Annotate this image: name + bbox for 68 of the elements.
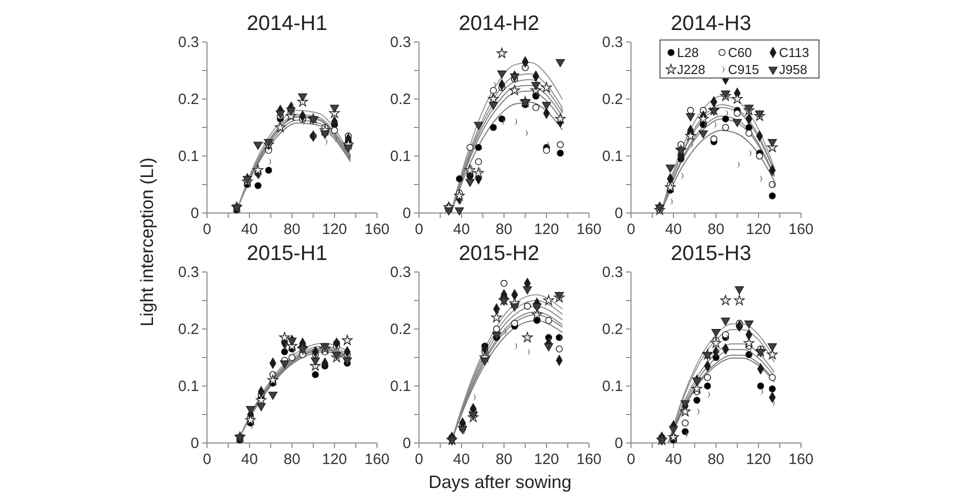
y-tick-label: 0.3 [602,264,623,281]
x-tick-label: 0 [626,221,636,238]
y-tick-label: 0.1 [390,148,411,165]
x-tick-label: 120 [746,451,772,468]
y-tick-label: 0 [190,435,199,452]
x-tick-label: 0 [202,451,212,468]
legend-label: J228 [677,62,706,77]
x-tick-label: 40 [453,451,470,468]
legend-label: C113 [779,45,810,60]
x-tick-label: 120 [534,221,560,238]
x-tick-label: 80 [284,221,300,238]
legend-label: C915 [728,62,760,77]
x-tick-label: 0 [414,221,424,238]
x-tick-label: 120 [746,221,772,238]
x-tick-label: 80 [496,221,512,238]
y-tick-label: 0.3 [390,264,411,281]
chart-title: 2014-H1 [246,12,328,35]
x-tick-label: 80 [496,451,512,468]
legend-label: C60 [728,45,752,60]
y-tick-label: 0.3 [178,264,199,281]
x-tick-label: 80 [708,451,724,468]
y-tick-label: 0 [614,435,623,452]
chart-title: 2014-H3 [670,12,752,35]
x-tick-label: 160 [788,221,814,238]
x-tick-label: 0 [202,221,212,238]
x-tick-label: 120 [322,451,348,468]
x-tick-label: 0 [626,451,636,468]
legend-label: L28 [677,45,699,60]
y-tick-label: 0.2 [602,321,623,338]
y-tick-label: 0 [190,205,199,222]
x-tick-label: 40 [241,451,258,468]
x-tick-label: 160 [364,451,390,468]
x-tick-label: 160 [788,451,814,468]
x-axis-title: Days after sowing [428,472,572,492]
chart-title: 2014-H2 [458,12,540,35]
y-tick-label: 0.1 [602,378,623,395]
y-tick-label: 0.1 [178,148,199,165]
y-tick-label: 0.2 [390,91,411,108]
y-tick-label: 0.2 [390,321,411,338]
y-tick-label: 0 [402,435,411,452]
y-tick-label: 0.1 [602,148,623,165]
x-tick-label: 40 [241,221,258,238]
y-tick-label: 0.3 [390,34,411,51]
chart-title: 2015-H3 [670,242,752,265]
x-tick-label: 40 [453,221,470,238]
y-tick-label: 0.2 [178,321,199,338]
x-tick-label: 160 [576,451,602,468]
x-tick-label: 120 [534,451,560,468]
y-axis-title: Light interception (LI) [137,157,157,327]
y-tick-label: 0.3 [602,34,623,51]
x-tick-label: 80 [708,221,724,238]
x-tick-label: 160 [576,221,602,238]
y-tick-label: 0 [614,205,623,222]
x-tick-label: 40 [665,451,682,468]
y-tick-label: 0.2 [602,91,623,108]
chart-title: 2015-H1 [246,242,328,265]
legend-label: J958 [779,62,808,77]
y-tick-label: 0.2 [178,91,199,108]
x-tick-label: 120 [322,221,348,238]
y-tick-label: 0 [402,205,411,222]
x-tick-label: 160 [364,221,390,238]
y-tick-label: 0.3 [178,34,199,51]
x-tick-label: 0 [414,451,424,468]
y-tick-label: 0.1 [178,378,199,395]
y-tick-label: 0.1 [390,378,411,395]
x-tick-label: 80 [284,451,300,468]
x-tick-label: 40 [665,221,682,238]
chart-title: 2015-H2 [458,242,540,265]
